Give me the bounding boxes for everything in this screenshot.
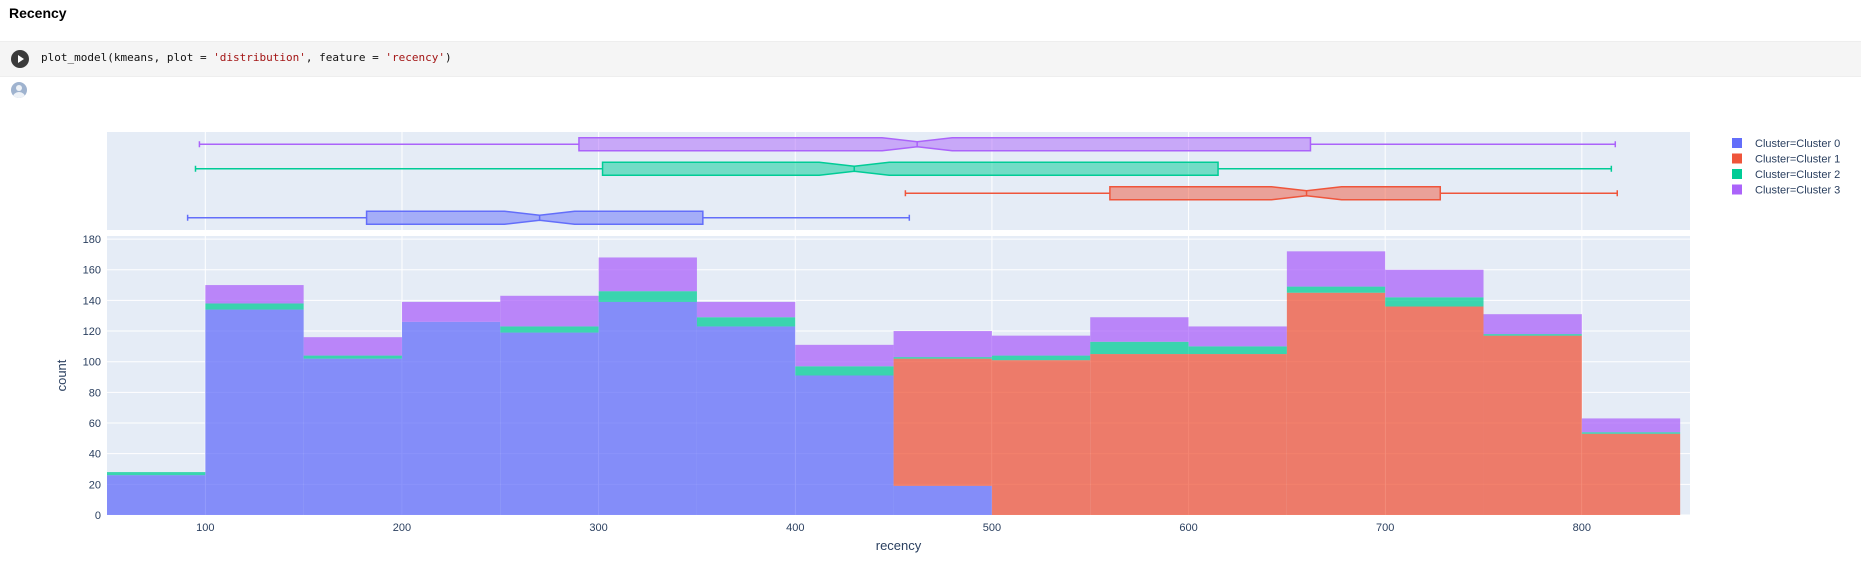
x-tick-label: 500: [983, 522, 1001, 534]
histogram-bar[interactable]: [1189, 326, 1287, 346]
legend-label[interactable]: Cluster=Cluster 1: [1755, 154, 1840, 166]
histogram-bar[interactable]: [1189, 354, 1287, 515]
histogram-bar[interactable]: [697, 326, 795, 515]
histogram-bar[interactable]: [894, 486, 992, 515]
histogram-bar[interactable]: [992, 360, 1090, 515]
legend-swatch[interactable]: [1732, 185, 1742, 195]
histogram-bar[interactable]: [1582, 418, 1680, 432]
histogram-bar[interactable]: [205, 285, 303, 303]
histogram-bar[interactable]: [107, 472, 205, 475]
histogram-bar[interactable]: [1582, 434, 1680, 515]
histogram-bar[interactable]: [1287, 293, 1385, 515]
histogram-bar[interactable]: [1484, 334, 1582, 336]
histogram-bar[interactable]: [107, 475, 205, 515]
histogram-bar[interactable]: [205, 310, 303, 515]
box-plot[interactable]: [603, 162, 1219, 175]
histogram-bar[interactable]: [894, 357, 992, 359]
histogram-bar[interactable]: [599, 257, 697, 291]
legend-label[interactable]: Cluster=Cluster 3: [1755, 185, 1840, 197]
histogram-bar[interactable]: [894, 359, 992, 486]
x-tick-label: 700: [1376, 522, 1394, 534]
y-tick-label: 120: [83, 326, 101, 338]
y-axis-title: count: [54, 359, 69, 391]
x-tick-label: 400: [786, 522, 804, 534]
x-tick-label: 800: [1573, 522, 1591, 534]
histogram-bar[interactable]: [992, 356, 1090, 361]
x-tick-label: 100: [196, 522, 214, 534]
y-tick-label: 80: [89, 387, 101, 399]
histogram-bar[interactable]: [500, 296, 598, 327]
histogram-bar[interactable]: [402, 322, 500, 515]
histogram-bar[interactable]: [795, 376, 893, 516]
histogram-bar[interactable]: [1484, 336, 1582, 515]
y-tick-label: 40: [89, 449, 101, 461]
y-tick-label: 180: [83, 234, 101, 246]
histogram-bar[interactable]: [1385, 270, 1483, 298]
legend-label[interactable]: Cluster=Cluster 0: [1755, 138, 1840, 150]
histogram-bar[interactable]: [795, 345, 893, 366]
y-tick-label: 20: [89, 479, 101, 491]
histogram-bar[interactable]: [1287, 251, 1385, 286]
x-tick-label: 600: [1179, 522, 1197, 534]
x-tick-label: 200: [393, 522, 411, 534]
histogram-bar[interactable]: [500, 326, 598, 332]
histogram-bar[interactable]: [1189, 346, 1287, 354]
histogram-bar[interactable]: [304, 337, 402, 355]
histogram-bar[interactable]: [304, 359, 402, 515]
histogram-bar[interactable]: [1287, 287, 1385, 293]
histogram-bar[interactable]: [1090, 354, 1188, 515]
histogram-bar[interactable]: [894, 331, 992, 357]
histogram-bar[interactable]: [795, 366, 893, 375]
x-axis-title: recency: [876, 538, 922, 553]
y-tick-label: 140: [83, 295, 101, 307]
histogram-bar[interactable]: [304, 356, 402, 359]
box-plot[interactable]: [579, 138, 1311, 151]
histogram-bar[interactable]: [1090, 342, 1188, 354]
histogram-bar[interactable]: [992, 336, 1090, 356]
histogram-bar[interactable]: [402, 302, 500, 322]
histogram-bar[interactable]: [1582, 432, 1680, 434]
legend-swatch[interactable]: [1732, 154, 1742, 164]
legend-swatch[interactable]: [1732, 138, 1742, 148]
histogram-bar[interactable]: [205, 303, 303, 309]
histogram-bar[interactable]: [599, 302, 697, 515]
histogram-bar[interactable]: [1385, 307, 1483, 515]
x-tick-label: 300: [589, 522, 607, 534]
histogram-bar[interactable]: [697, 317, 795, 326]
histogram-bar[interactable]: [1385, 297, 1483, 306]
histogram-bar[interactable]: [697, 302, 795, 317]
y-tick-label: 160: [83, 265, 101, 277]
legend-label[interactable]: Cluster=Cluster 2: [1755, 169, 1840, 181]
histogram-bar[interactable]: [500, 333, 598, 515]
histogram-bar[interactable]: [599, 291, 697, 302]
box-plot[interactable]: [1110, 187, 1440, 200]
y-tick-label: 0: [95, 510, 101, 522]
legend-swatch[interactable]: [1732, 169, 1742, 179]
histogram-bar[interactable]: [1484, 314, 1582, 334]
y-tick-label: 60: [89, 418, 101, 430]
histogram-bar[interactable]: [1090, 317, 1188, 342]
y-tick-label: 100: [83, 357, 101, 369]
